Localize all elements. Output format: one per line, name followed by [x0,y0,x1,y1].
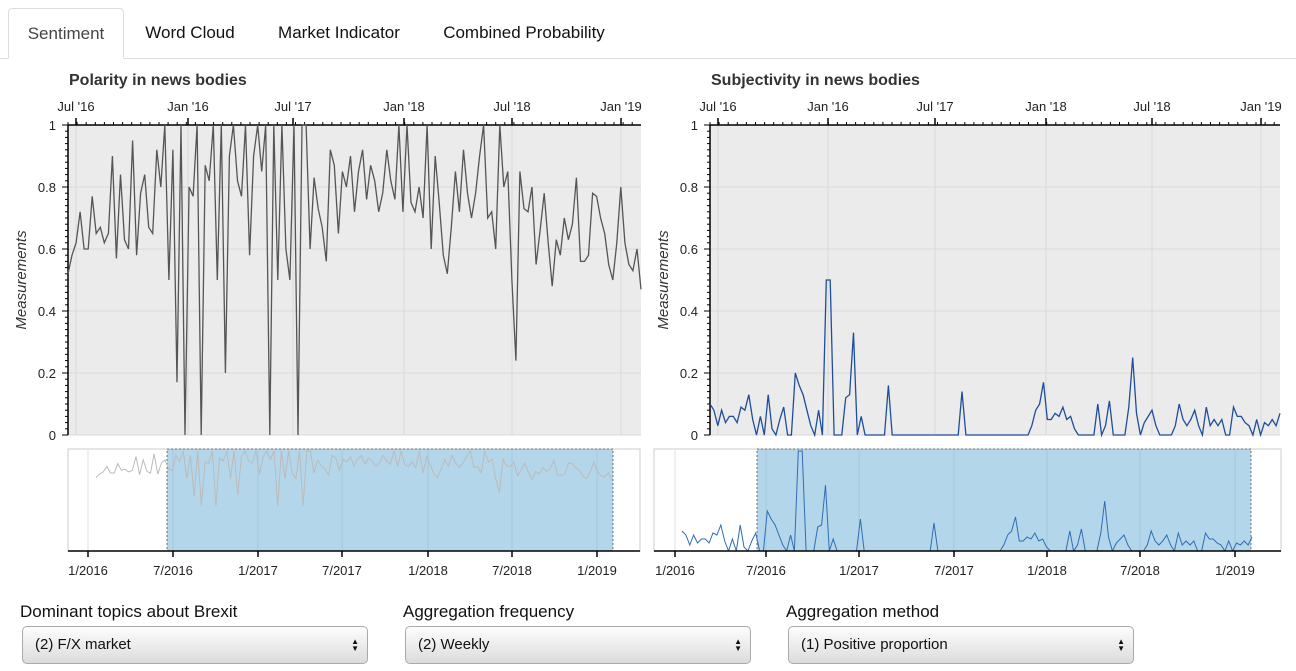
tab-sentiment[interactable]: Sentiment [8,8,124,59]
select-arrows-icon: ▲ ▼ [1117,637,1125,654]
select-arrows-icon: ▲ ▼ [734,637,742,654]
context-tick-label: 7/2016 [153,563,193,578]
top-tick-label: Jul '18 [493,99,530,114]
context-tick-label: 1/2016 [655,563,695,578]
y-tick-label: 0.2 [38,366,56,381]
method-select[interactable]: (1) Positive proportion ▲ ▼ [788,626,1134,664]
topic-control: Dominant topics about Brexit (2) F/X mar… [20,600,370,664]
top-tick-label: Jul '17 [916,99,953,114]
chart-title: Subjectivity in news bodies [711,72,920,89]
chart-title: Polarity in news bodies [69,72,247,89]
context-tick-label: 1/2017 [238,563,278,578]
select-arrows-icon: ▲ ▼ [351,637,359,654]
top-tick-label: Jul '16 [57,99,94,114]
method-label: Aggregation method [786,602,940,621]
top-tick-label: Jan '18 [1025,99,1067,114]
method-control: Aggregation method (1) Positive proporti… [786,600,1136,664]
series-line [67,124,642,436]
tab-combined-probability[interactable]: Combined Probability [443,23,605,42]
y-tick-label: 0.8 [680,180,698,195]
y-tick-label: 0.4 [38,304,56,319]
topic-select-value: (2) F/X market [35,636,131,653]
y-tick-label: 0.8 [38,180,56,195]
polarity-chart: Polarity in news bodies 0 0.2 0.4 0.6 0.8 1 Mea… [13,72,642,578]
subjectivity-chart: Subjectivity in news bodies 0 0.2 0.4 0.6 0.8… [653,72,1282,578]
top-tick-label: Jan '16 [807,99,849,114]
frequency-control: Aggregation frequency (2) Weekly ▲ ▼ [403,600,753,664]
top-tick-label: Jul '18 [1133,99,1170,114]
y-tick-label: 0.2 [680,366,698,381]
top-tick-label: Jan '16 [167,99,209,114]
y-tick-label: 0 [691,428,698,443]
y-tick-label: 0.6 [680,242,698,257]
frequency-select-value: (2) Weekly [418,636,490,653]
top-tick-label: Jan '19 [1240,99,1282,114]
context-line [95,449,613,507]
top-tick-label: Jan '19 [600,99,642,114]
context-tick-label: 1/2018 [408,563,448,578]
y-axis-label: Measurements [655,230,672,330]
plot-background [710,125,1280,435]
top-tick-label: Jul '16 [699,99,736,114]
y-tick-label: 0.4 [680,304,698,319]
context-tick-label: 1/2016 [68,563,108,578]
tab-bar: Sentiment Word Cloud Market Indicator Co… [0,0,1296,59]
series-line [709,279,1281,438]
top-tick-label: Jan '18 [383,99,425,114]
topic-label: Dominant topics about Brexit [20,602,238,621]
topic-select[interactable]: (2) F/X market ▲ ▼ [22,626,368,664]
brush-selection [166,448,614,552]
frequency-label: Aggregation frequency [403,602,575,621]
context-line [681,450,1253,551]
context-tick-label: 7/2018 [1120,563,1160,578]
context-tick-label: 1/2019 [577,563,617,578]
y-tick-label: 0 [49,428,56,443]
y-tick-label: 0.6 [38,242,56,257]
tab-market-indicator[interactable]: Market Indicator [278,23,400,42]
context-tick-label: 1/2017 [839,563,879,578]
plot-background [68,125,641,435]
y-tick-label: 1 [691,118,698,133]
context-tick-label: 1/2018 [1027,563,1067,578]
tab-word-cloud[interactable]: Word Cloud [145,23,235,42]
context-tick-label: 7/2018 [492,563,532,578]
context-tick-label: 7/2017 [322,563,362,578]
y-tick-label: 1 [49,118,56,133]
y-axis-label: Measurements [13,230,30,330]
brush-selection [756,448,1252,552]
top-tick-label: Jul '17 [274,99,311,114]
method-select-value: (1) Positive proportion [801,636,948,653]
context-tick-label: 1/2019 [1215,563,1255,578]
frequency-select[interactable]: (2) Weekly ▲ ▼ [405,626,751,664]
context-tick-label: 7/2017 [934,563,974,578]
context-tick-label: 7/2016 [746,563,786,578]
